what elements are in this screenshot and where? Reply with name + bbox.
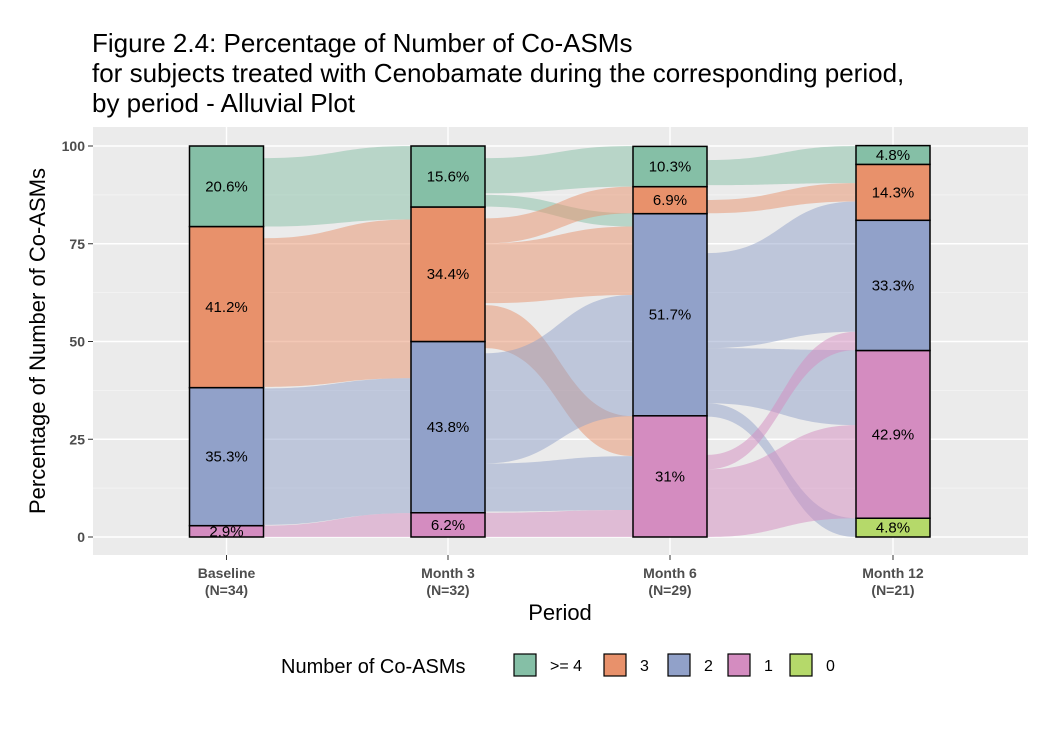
y-axis-ticks: 0 25 50 75 100 xyxy=(62,138,93,545)
legend-label: 3 xyxy=(640,658,649,675)
y-axis-title: Percentage of Number of Co-ASMs xyxy=(25,168,50,514)
flows xyxy=(263,146,856,537)
legend: Number of Co-ASMs >= 4 3 2 1 0 xyxy=(281,653,835,678)
stratum-label: 2.9% xyxy=(209,523,243,540)
flow-ribbon xyxy=(485,294,633,464)
stratum-label: 14.3% xyxy=(872,184,915,201)
x-tick-n-label: (N=21) xyxy=(871,582,914,598)
stratum-bar xyxy=(855,349,931,519)
x-tick-n-label: (N=34) xyxy=(205,582,248,598)
flow-ribbon xyxy=(485,146,633,194)
stratum-label: 20.6% xyxy=(205,178,248,195)
flow-ribbon xyxy=(707,425,856,537)
strata-bars: 2.9% 35.3% 41.2% 20.6% 6.2% 43.8% 34.4% 15.6% 31… xyxy=(188,144,931,540)
stratum-label: 10.3% xyxy=(649,159,692,176)
legend-label: >= 4 xyxy=(550,658,582,675)
stratum-label: 31% xyxy=(655,468,685,485)
legend-key xyxy=(513,653,537,677)
y-tick-label: 0 xyxy=(77,529,85,545)
stratum-bar xyxy=(632,415,708,538)
stratum-bar xyxy=(188,225,265,389)
stratum-label: 35.3% xyxy=(205,449,248,466)
stratum-label: 34.4% xyxy=(427,266,470,283)
flow-ribbon xyxy=(707,348,856,426)
stratum-label: 42.9% xyxy=(872,426,915,443)
stratum-bar xyxy=(188,386,265,527)
stratum-label: 43.8% xyxy=(427,419,470,436)
y-tick-label: 25 xyxy=(69,431,85,447)
stratum-label: 33.3% xyxy=(872,277,915,294)
chart-title-line-1: Figure 2.4: Percentage of Number of Co-A… xyxy=(92,28,632,58)
stratum-bar xyxy=(855,144,931,166)
legend-key xyxy=(603,653,627,677)
stratum-label: 4.8% xyxy=(876,520,910,537)
stratum-bar xyxy=(188,145,265,228)
flow-ribbon xyxy=(485,226,633,304)
chart-title-line-3: by period - Alluvial Plot xyxy=(92,88,356,118)
legend-key xyxy=(789,653,813,677)
flow-ribbon xyxy=(263,513,411,537)
chart-title-line-2: for subjects treated with Cenobamate dur… xyxy=(92,58,904,88)
flow-ribbon xyxy=(485,510,633,537)
flow-ribbon xyxy=(263,146,411,227)
flow-ribbon xyxy=(485,456,633,512)
legend-label: 2 xyxy=(704,658,713,675)
flow-ribbon xyxy=(485,186,633,244)
x-tick-label: Baseline xyxy=(198,565,256,581)
stratum-bar xyxy=(410,206,486,343)
legend-label: 0 xyxy=(826,658,835,675)
stratum-label: 6.9% xyxy=(653,192,687,209)
stratum-label: 51.7% xyxy=(649,307,692,324)
stratum-bar xyxy=(410,512,486,538)
legend-key xyxy=(727,653,751,677)
legend-title: Number of Co-ASMs xyxy=(281,656,466,678)
flow-ribbon xyxy=(707,331,856,470)
x-tick-label: Month 6 xyxy=(643,565,697,581)
stratum-bar xyxy=(632,145,708,188)
legend-label: 1 xyxy=(764,658,773,675)
legend-key xyxy=(667,653,691,677)
stratum-label: 15.6% xyxy=(427,168,470,185)
x-tick-label: Month 12 xyxy=(862,565,924,581)
x-axis-title: Period xyxy=(528,600,592,625)
stratum-bar xyxy=(855,219,931,352)
y-tick-label: 50 xyxy=(69,334,85,350)
x-axis-ticks: Baseline(N=34) Month 3(N=32) Month 6(N=29)… xyxy=(198,555,924,598)
x-tick-label: Month 3 xyxy=(421,565,475,581)
stratum-bar xyxy=(855,163,931,222)
flow-ribbon xyxy=(707,201,856,349)
flow-ribbon xyxy=(707,183,856,214)
y-tick-label: 75 xyxy=(69,236,85,252)
flow-ribbon xyxy=(263,378,411,525)
x-tick-n-label: (N=29) xyxy=(648,582,691,598)
stratum-bar xyxy=(410,340,486,514)
stratum-bar xyxy=(632,185,708,215)
flow-ribbon xyxy=(263,219,411,387)
stratum-label: 4.8% xyxy=(876,147,910,164)
x-tick-n-label: (N=32) xyxy=(426,582,469,598)
stratum-label: 41.2% xyxy=(205,299,248,316)
stratum-bar xyxy=(410,145,486,208)
stratum-label: 6.2% xyxy=(431,517,465,534)
flow-ribbon xyxy=(707,146,856,186)
y-tick-label: 100 xyxy=(62,138,86,154)
